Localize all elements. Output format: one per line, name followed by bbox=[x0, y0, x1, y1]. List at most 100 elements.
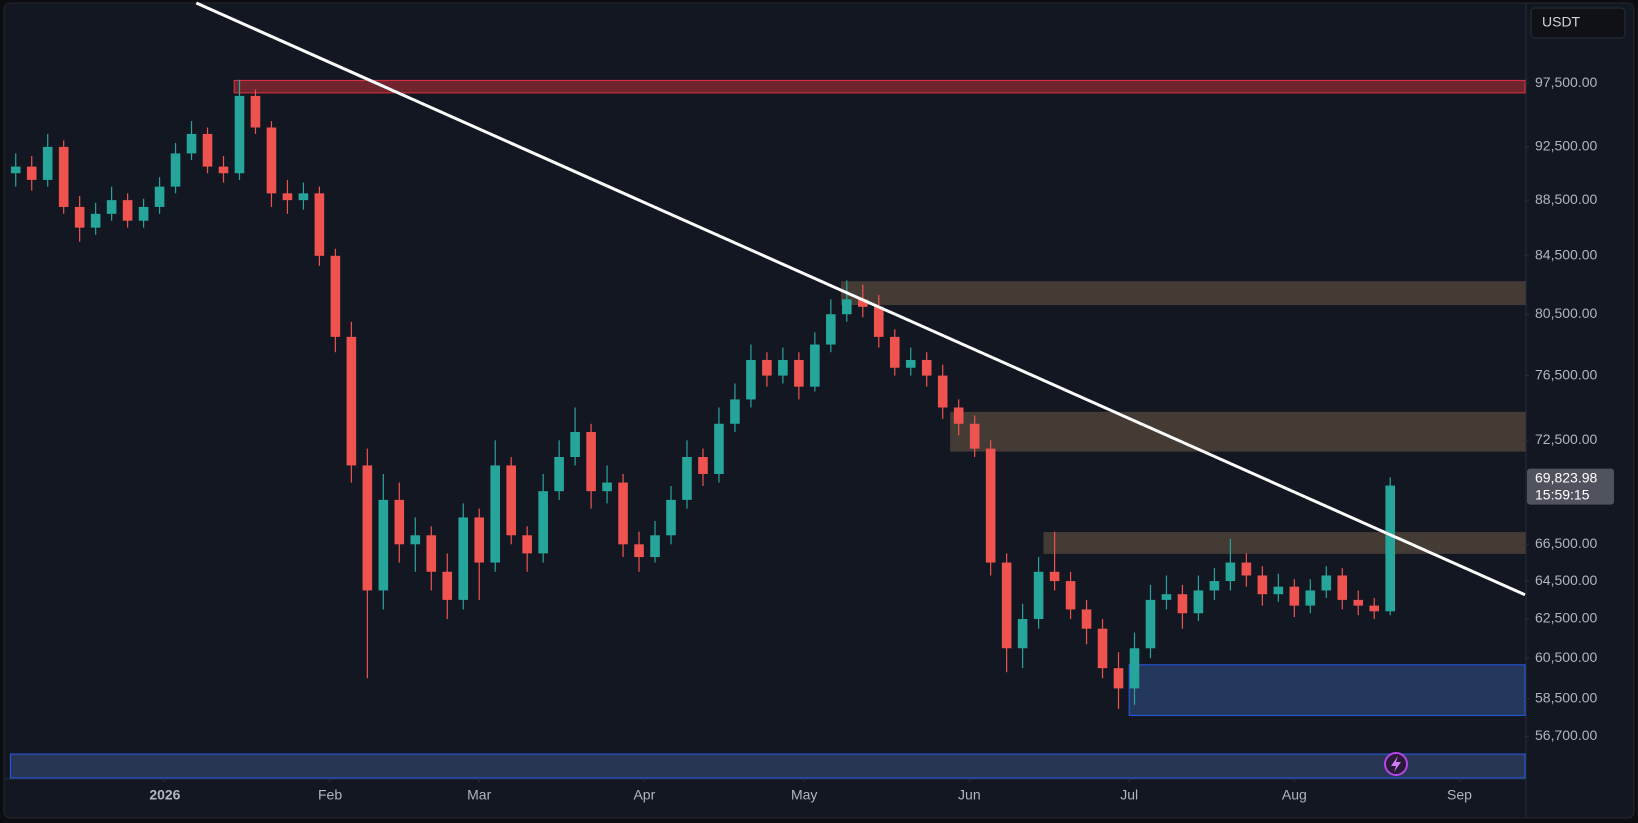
candle-body bbox=[138, 206, 149, 221]
alert-bolt[interactable] bbox=[1391, 756, 1401, 772]
candle-body bbox=[426, 535, 437, 572]
candle-body bbox=[826, 314, 836, 345]
candle-body bbox=[250, 95, 261, 128]
candle-body bbox=[746, 359, 756, 400]
candle-body bbox=[570, 431, 580, 458]
candle-body bbox=[1209, 581, 1220, 591]
candle-body bbox=[234, 95, 245, 174]
candle-body bbox=[1289, 586, 1300, 606]
x-tick-label: 2026 bbox=[149, 787, 180, 803]
candle-body bbox=[554, 457, 564, 492]
x-tick-label: May bbox=[791, 787, 817, 803]
y-tick-label: 76,500.00 bbox=[1535, 366, 1597, 382]
candle-body bbox=[186, 133, 197, 154]
candle-body bbox=[1273, 586, 1284, 595]
alert-icon[interactable] bbox=[1384, 752, 1408, 776]
candle-body bbox=[170, 153, 181, 187]
candle-body bbox=[730, 399, 740, 424]
zone bbox=[840, 281, 1526, 306]
candle-body bbox=[58, 146, 69, 207]
x-tick-label: Apr bbox=[633, 787, 655, 803]
y-tick-label: 97,500.00 bbox=[1535, 74, 1597, 90]
candle-body bbox=[714, 423, 724, 474]
candle-body bbox=[889, 336, 900, 368]
x-tick-label: Feb bbox=[318, 787, 342, 803]
currency-box[interactable] bbox=[1530, 7, 1626, 39]
plot bbox=[9, 1, 1526, 779]
candle-body bbox=[154, 186, 165, 207]
candle-body bbox=[1241, 562, 1252, 576]
candle-body bbox=[602, 482, 612, 492]
currency-button[interactable]: USDT bbox=[1530, 7, 1626, 39]
candle-body bbox=[1001, 562, 1012, 649]
candle-body bbox=[1049, 571, 1060, 582]
candle-body bbox=[1097, 628, 1108, 669]
candle-body bbox=[298, 193, 309, 201]
candle-body bbox=[858, 299, 868, 307]
candle-body bbox=[905, 359, 916, 368]
candle-body bbox=[1305, 590, 1316, 606]
candle-body bbox=[1385, 485, 1396, 612]
candle-body bbox=[1321, 575, 1332, 591]
candle-body bbox=[586, 431, 596, 492]
candle-body bbox=[682, 457, 692, 500]
last-price-label: 69,823.98 bbox=[1535, 469, 1597, 485]
candle-body bbox=[842, 299, 852, 315]
candle-body bbox=[266, 127, 277, 194]
candle-body bbox=[1353, 599, 1364, 606]
candle-body bbox=[921, 359, 932, 376]
candle-body bbox=[1065, 581, 1076, 610]
candle-body bbox=[1081, 609, 1092, 629]
candle-body bbox=[106, 200, 117, 214]
y-tick-label: 64,500.00 bbox=[1535, 572, 1597, 588]
candle-body bbox=[1145, 599, 1156, 649]
y-tick-label: 62,500.00 bbox=[1535, 610, 1597, 626]
candle-body bbox=[522, 535, 532, 554]
candle-body bbox=[985, 448, 996, 563]
candle-body bbox=[969, 423, 980, 449]
zone bbox=[1128, 664, 1526, 716]
candle-body bbox=[394, 499, 405, 545]
y-tick-label: 84,500.00 bbox=[1535, 247, 1597, 263]
last-price-box bbox=[1527, 468, 1614, 505]
candle-body bbox=[1257, 575, 1268, 595]
candle-body bbox=[1161, 594, 1172, 600]
zone bbox=[233, 79, 1526, 94]
candle-body bbox=[794, 359, 804, 387]
zone bbox=[1043, 532, 1526, 554]
y-tick-label: 58,500.00 bbox=[1535, 689, 1597, 705]
candle-body bbox=[458, 517, 469, 600]
candle-body bbox=[330, 255, 341, 337]
trendline bbox=[195, 1, 1526, 597]
candle-body bbox=[937, 375, 948, 408]
candle-body bbox=[410, 535, 421, 545]
candle-body bbox=[1193, 590, 1204, 614]
y-tick-label: 66,500.00 bbox=[1535, 535, 1597, 551]
candle-body bbox=[362, 465, 373, 591]
candle-body bbox=[634, 544, 644, 558]
countdown-label: 15:59:15 bbox=[1535, 486, 1590, 502]
candle-body bbox=[74, 206, 85, 228]
y-tick-label: 56,700.00 bbox=[1535, 727, 1597, 743]
candle-body bbox=[666, 499, 676, 536]
x-tick-label: Sep bbox=[1447, 787, 1472, 803]
candle-body bbox=[618, 482, 628, 545]
candle-body bbox=[474, 517, 485, 563]
candle-body bbox=[26, 166, 37, 180]
currency-label[interactable]: USDT bbox=[1542, 14, 1581, 30]
candle-body bbox=[762, 359, 772, 376]
candle-body bbox=[378, 499, 389, 591]
candle-body bbox=[873, 306, 884, 337]
candle-body bbox=[218, 166, 229, 174]
y-tick-label: 60,500.00 bbox=[1535, 649, 1597, 665]
candle-body bbox=[90, 213, 101, 228]
candle-body bbox=[122, 200, 133, 221]
candle-body bbox=[442, 571, 453, 600]
candle-body bbox=[1225, 562, 1236, 582]
zone bbox=[9, 753, 1526, 779]
candle-body bbox=[1369, 605, 1380, 612]
x-tick-label: Aug bbox=[1282, 787, 1307, 803]
candle-body bbox=[953, 407, 964, 424]
